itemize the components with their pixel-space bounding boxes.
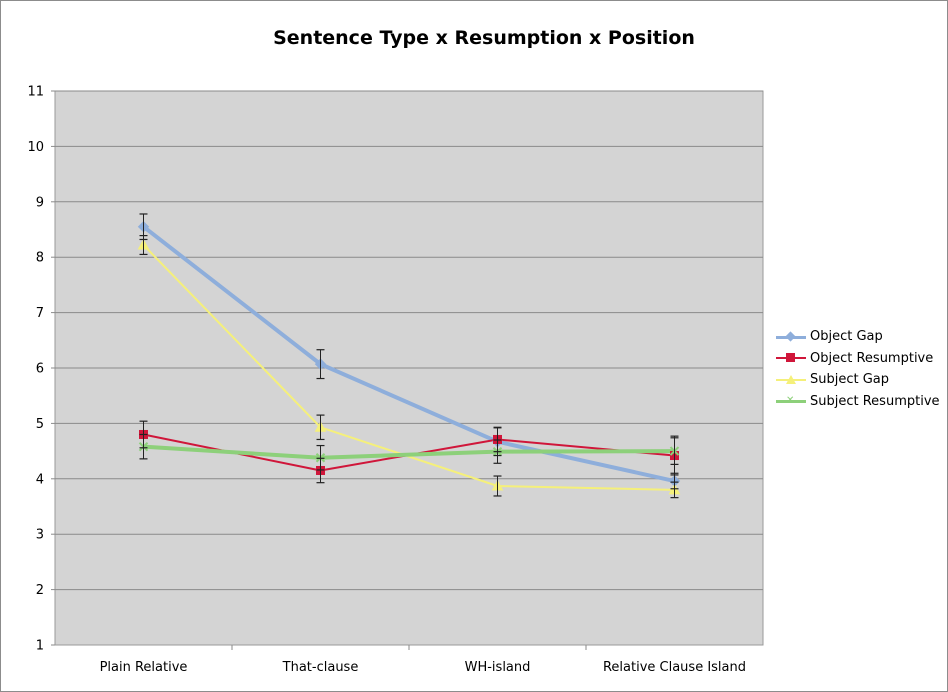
- legend-swatch: ✕: [776, 395, 806, 407]
- y-tick-label: 9: [36, 195, 44, 210]
- y-tick-label: 2: [36, 583, 44, 598]
- x-tick-label: WH-island: [465, 660, 531, 675]
- legend-label: Subject Resumptive: [810, 394, 940, 409]
- y-tick-label: 1: [36, 639, 44, 654]
- legend-swatch: [776, 374, 806, 386]
- chart-legend: Object Gap Object Resumptive Subject Gap ✕ S…: [776, 326, 940, 412]
- legend-item: Subject Gap: [776, 369, 940, 391]
- y-tick-label: 11: [27, 85, 44, 100]
- legend-label: Object Gap: [810, 329, 883, 344]
- legend-item: ✕ Subject Resumptive: [776, 391, 940, 413]
- y-tick-label: 6: [36, 362, 44, 377]
- y-tick-label: 3: [36, 528, 44, 543]
- legend-item: Object Resumptive: [776, 348, 940, 370]
- x-tick-label: Plain Relative: [100, 660, 188, 675]
- y-tick-label: 5: [36, 417, 44, 432]
- y-tick-label: 10: [27, 140, 44, 155]
- legend-label: Object Resumptive: [810, 351, 933, 366]
- y-tick-label: 8: [36, 251, 44, 266]
- x-tick-label: That-clause: [282, 660, 359, 675]
- y-tick-label: 7: [36, 306, 44, 321]
- legend-swatch: [776, 331, 806, 343]
- legend-label: Subject Gap: [810, 372, 889, 387]
- x-tick-label: Relative Clause Island: [603, 660, 746, 675]
- legend-item: Object Gap: [776, 326, 940, 348]
- y-tick-label: 4: [36, 472, 44, 487]
- legend-swatch: [776, 352, 806, 364]
